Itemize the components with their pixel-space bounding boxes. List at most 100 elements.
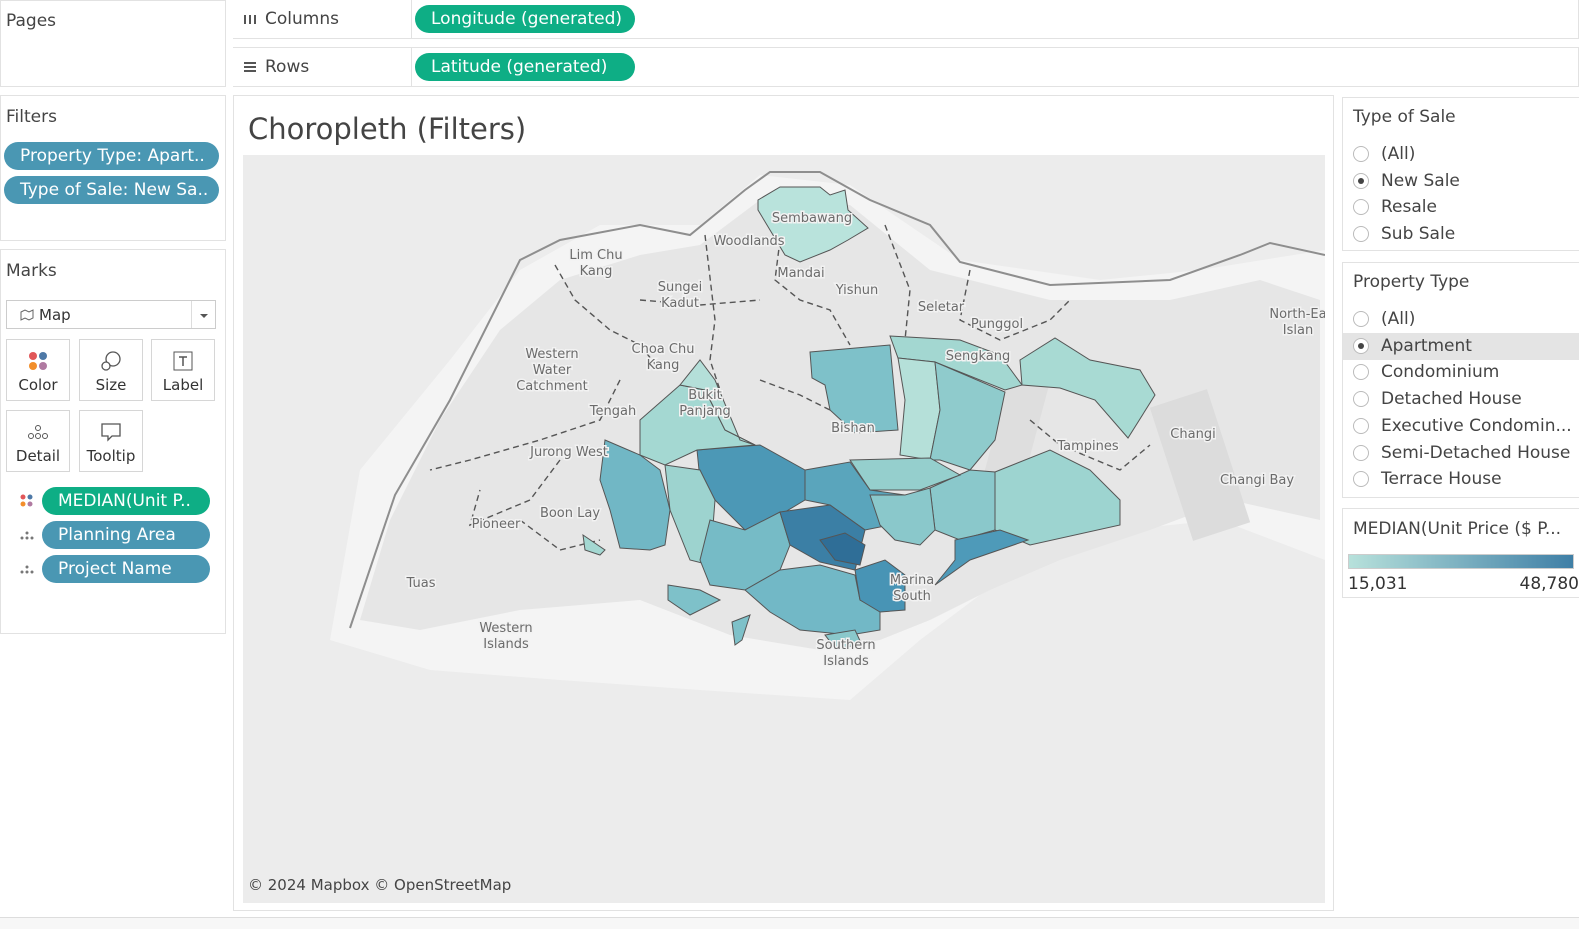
place-label-line: Sungei bbox=[658, 280, 703, 295]
place-label-line: Water bbox=[533, 363, 572, 378]
radio-option[interactable]: Terrace House bbox=[1343, 466, 1579, 493]
radio-label: New Sale bbox=[1381, 170, 1460, 191]
place-label-line: Tuas bbox=[406, 576, 436, 591]
rows-pill[interactable]: Latitude (generated) bbox=[415, 53, 635, 81]
radio-option[interactable]: Resale bbox=[1343, 194, 1579, 221]
rows-label: Rows bbox=[265, 57, 310, 77]
columns-pill[interactable]: Longitude (generated) bbox=[415, 5, 635, 33]
filter-title: Property Type bbox=[1353, 272, 1470, 292]
detail-field-icon bbox=[20, 565, 34, 574]
tooltip-button[interactable]: Tooltip bbox=[79, 410, 143, 472]
place-label-line: Punggol bbox=[971, 317, 1023, 332]
radio-label: (All) bbox=[1381, 144, 1416, 164]
radio-dot bbox=[1353, 311, 1369, 327]
place-label-line: Kadut bbox=[661, 296, 699, 311]
radio-option[interactable]: Detached House bbox=[1343, 386, 1579, 413]
radio-dot bbox=[1353, 471, 1369, 488]
filter-pill[interactable]: Type of Sale: New Sa.. bbox=[4, 176, 219, 204]
area-shape bbox=[809, 344, 899, 434]
radio-option[interactable]: (All) bbox=[1343, 306, 1579, 333]
marks-field-pill[interactable]: MEDIAN(Unit P.. bbox=[42, 487, 210, 515]
place-label-line: North-Ea bbox=[1269, 307, 1325, 322]
marks-card: Marks Map Color Size Label Detail Toolti… bbox=[0, 249, 226, 634]
place-label-line: Changi bbox=[1170, 427, 1215, 442]
dropdown-divider bbox=[191, 301, 192, 328]
radio-dot bbox=[1353, 172, 1369, 189]
place-label: Western Islands bbox=[479, 621, 532, 652]
radio-option[interactable]: Semi-Detached House bbox=[1343, 440, 1579, 467]
place-label-line: Choa Chu bbox=[632, 342, 695, 357]
radio-dot bbox=[1353, 364, 1369, 381]
planning-areas bbox=[582, 186, 1156, 649]
view-title: Choropleth (Filters) bbox=[248, 112, 527, 146]
color-button[interactable]: Color bbox=[6, 339, 70, 401]
area-shape bbox=[934, 529, 1030, 586]
place-label: Punggol bbox=[971, 317, 1023, 332]
place-label-line: Boon Lay bbox=[540, 506, 600, 521]
area-shape bbox=[731, 614, 751, 646]
color-icon bbox=[29, 352, 47, 370]
place-label: Southern Islands bbox=[816, 638, 875, 669]
place-label-line: Tampines bbox=[1056, 439, 1119, 454]
place-label: Bishan bbox=[831, 421, 875, 436]
rows-icon bbox=[244, 62, 256, 72]
area-shape bbox=[757, 186, 869, 263]
radio-label: Executive Condomin... bbox=[1381, 415, 1572, 436]
color-legend: MEDIAN(Unit Price ($ P... 15,031 48,780 bbox=[1342, 508, 1579, 598]
radio-option[interactable]: New Sale bbox=[1343, 168, 1579, 195]
radio-dot bbox=[1353, 199, 1369, 216]
filters-card: Filters Property Type: Apart.. Type of S… bbox=[0, 95, 226, 241]
place-label-line: Islands bbox=[823, 654, 869, 669]
area-shape bbox=[869, 487, 936, 546]
radio-option[interactable]: (All) bbox=[1343, 141, 1579, 168]
tab-strip bbox=[0, 917, 1579, 929]
place-label: Boon Lay bbox=[540, 506, 600, 521]
mark-type-dropdown[interactable]: Map bbox=[6, 300, 216, 329]
place-label-line: Islands bbox=[483, 637, 529, 652]
marks-field-pill[interactable]: Planning Area bbox=[42, 521, 210, 549]
place-label: Lim Chu Kang bbox=[569, 248, 622, 279]
radio-label: Resale bbox=[1381, 197, 1437, 218]
rows-shelf: Rows Latitude (generated) bbox=[233, 47, 1579, 87]
type-of-sale-filter: Type of Sale (All) New Sale Resale Sub Sale bbox=[1342, 97, 1579, 251]
shelf-divider bbox=[411, 48, 412, 86]
radio-option[interactable]: Condominium bbox=[1343, 359, 1579, 386]
radio-label: (All) bbox=[1381, 309, 1416, 329]
place-label-line: Southern bbox=[816, 638, 875, 653]
radio-label: Apartment bbox=[1381, 335, 1472, 356]
label-button[interactable]: Label bbox=[151, 339, 215, 401]
area-shape bbox=[929, 361, 1006, 471]
place-label-line: Marina bbox=[890, 573, 934, 588]
tooltip-icon bbox=[101, 423, 121, 442]
size-button[interactable]: Size bbox=[79, 339, 143, 401]
place-label: Jurong West bbox=[529, 445, 608, 460]
place-label: Tengah bbox=[589, 404, 636, 419]
detail-button[interactable]: Detail bbox=[6, 410, 70, 472]
land bbox=[360, 200, 1320, 650]
marks-field-pill[interactable]: Project Name bbox=[42, 555, 210, 583]
radio-dot bbox=[1353, 391, 1369, 408]
radio-option[interactable]: Sub Sale bbox=[1343, 221, 1579, 248]
shelf-divider bbox=[411, 0, 412, 38]
filter-pill[interactable]: Property Type: Apart.. bbox=[4, 142, 219, 170]
coastline bbox=[349, 171, 1325, 629]
label-icon bbox=[173, 351, 193, 371]
area-shape bbox=[679, 359, 756, 446]
area-shape bbox=[667, 584, 722, 616]
place-label: North-Ea Islan bbox=[1269, 307, 1325, 338]
radio-dot bbox=[1353, 444, 1369, 461]
radio-option[interactable]: Executive Condomin... bbox=[1343, 413, 1579, 440]
property-type-filter: Property Type (All) Apartment Condominium D… bbox=[1342, 262, 1579, 498]
place-label: Sungei Kadut bbox=[658, 280, 703, 311]
place-label: Woodlands bbox=[713, 234, 784, 249]
place-label: Tuas bbox=[406, 576, 436, 591]
place-label-line: Kang bbox=[647, 358, 680, 373]
filter-title: Type of Sale bbox=[1353, 107, 1456, 127]
place-label-line: South bbox=[893, 589, 931, 604]
place-label-line: Jurong West bbox=[529, 445, 608, 460]
radio-option[interactable]: Apartment bbox=[1343, 332, 1579, 360]
area-shape bbox=[824, 629, 863, 649]
place-label-line: Lim Chu bbox=[569, 248, 622, 263]
place-label: Sembawang bbox=[772, 211, 852, 226]
